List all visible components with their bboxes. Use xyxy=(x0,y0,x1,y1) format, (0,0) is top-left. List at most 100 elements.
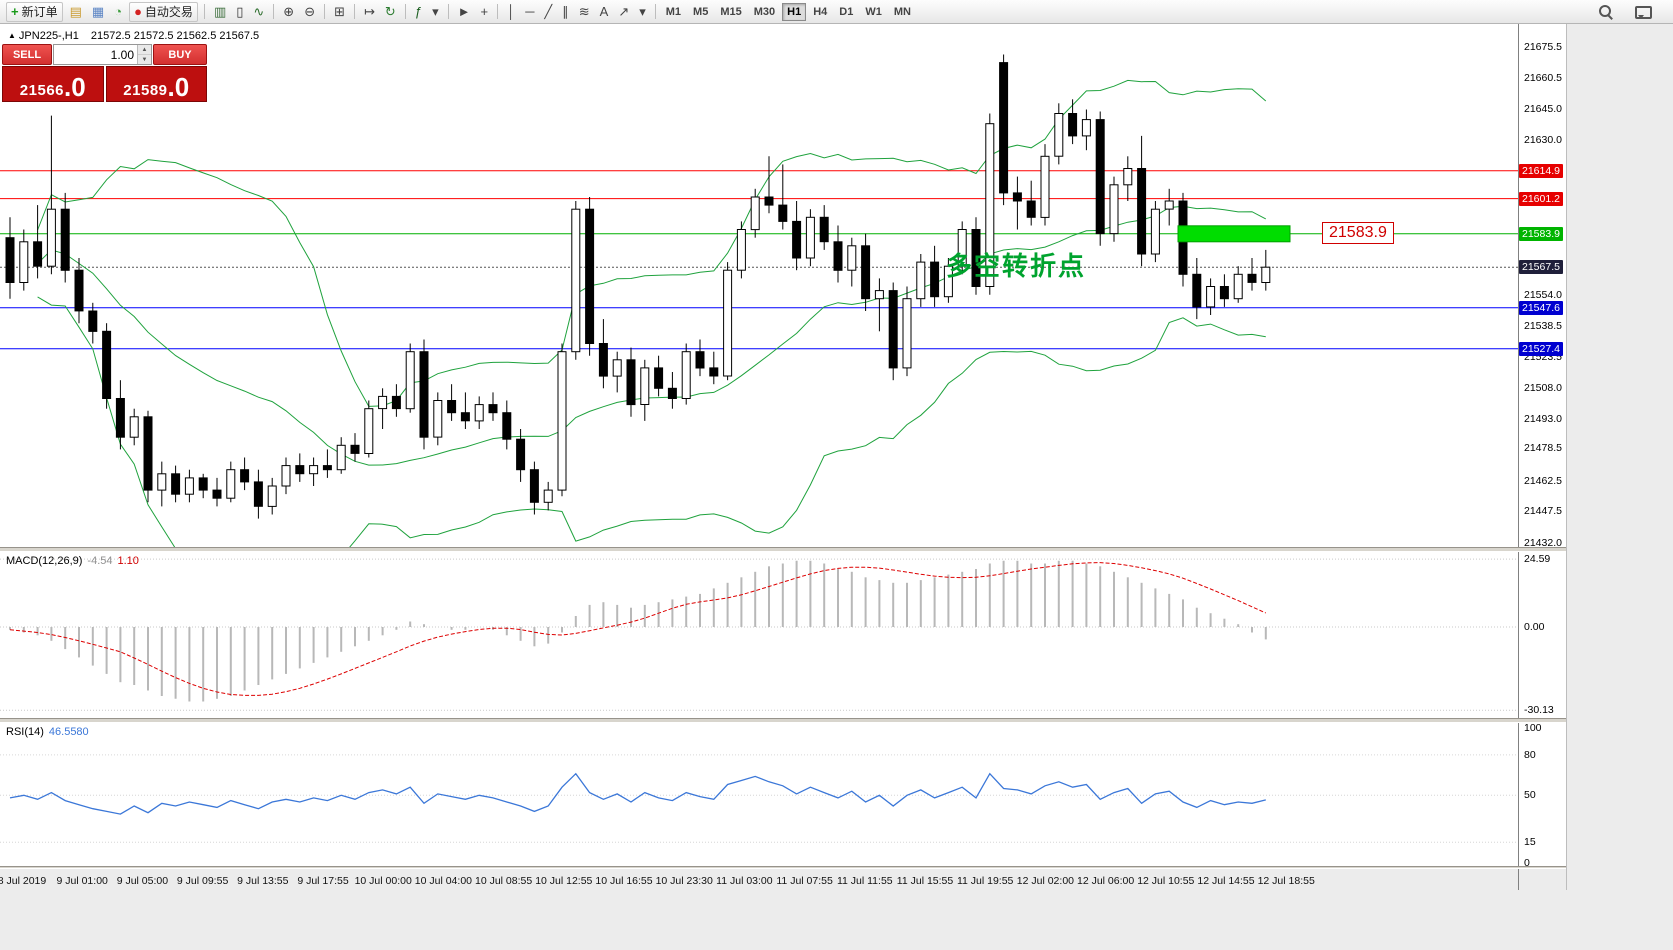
indicators-icon: ƒ xyxy=(414,4,423,19)
time-tick: 11 Jul 07:55 xyxy=(776,875,833,887)
text-label-button[interactable]: A xyxy=(595,2,614,22)
zoom-in-button[interactable]: ⊕ xyxy=(278,2,299,22)
time-tick: 12 Jul 02:00 xyxy=(1016,875,1074,887)
new-order-icon: + xyxy=(11,4,19,19)
time-axis-divider xyxy=(0,866,1566,869)
volume-decrease-button[interactable]: ▼ xyxy=(138,55,151,64)
price-tick: 21447.5 xyxy=(1524,505,1562,518)
macd-signal-line xyxy=(9,562,1267,696)
new-order-label: 新订单 xyxy=(21,5,58,19)
price-line-badge: 21614.9 xyxy=(1519,163,1563,178)
timeframe-m1-button[interactable]: M1 xyxy=(661,3,686,21)
price-line-badge: 21527.4 xyxy=(1519,341,1563,356)
macd-axis-tick: 24.59 xyxy=(1524,553,1551,566)
horizontal-line-icon: ─ xyxy=(525,4,535,19)
buy-price[interactable]: 21589.0 xyxy=(105,66,207,102)
timeframe-m15-button[interactable]: M15 xyxy=(715,3,746,21)
auto-scroll-button[interactable]: ↻ xyxy=(380,2,401,22)
chart-shift-button[interactable]: ↦ xyxy=(359,2,380,22)
profiles-button[interactable]: ▦ xyxy=(87,2,109,22)
candlestick-chart-button[interactable]: ▯ xyxy=(231,2,248,22)
indicators-button[interactable]: ƒ xyxy=(410,2,427,22)
volume-field[interactable]: 1.00 ▲ ▼ xyxy=(53,44,152,65)
price-axis[interactable]: 21675.5 21660.5 21645.0 21630.0 21554.0 21538… xyxy=(1518,24,1666,869)
timeframe-m30-button[interactable]: M30 xyxy=(749,3,780,21)
toolbar: + 新订单 ▤ ▦ ◔ ● 自动交易 ▥ ▯ ∿ ⊕ ⊖ ⊞ ↦ ↻ ƒ ▾ ► + │ ─ ╱ ∥ ≋ A ↗ ▾ M1… xyxy=(0,0,1673,24)
trendline-icon: ╱ xyxy=(544,4,553,19)
sell-price[interactable]: 21566.0 xyxy=(2,66,104,102)
indicator-dropdown-button[interactable]: ▾ xyxy=(427,2,444,22)
price-line-badge: 21567.5 xyxy=(1519,260,1563,275)
refresh-button[interactable]: ◔ xyxy=(109,2,127,22)
price-tick: 21508.0 xyxy=(1524,382,1562,395)
cursor-button[interactable]: ► xyxy=(453,2,476,22)
rsi-axis-tick: 80 xyxy=(1524,748,1536,761)
toolbar-separator xyxy=(654,4,656,19)
shapes-dropdown-button[interactable]: ▾ xyxy=(634,2,651,22)
macd-panel-splitter[interactable] xyxy=(0,547,1566,552)
toolbar-separator xyxy=(404,4,406,19)
timeframe-h1-button[interactable]: H1 xyxy=(782,2,807,21)
chart-title: ▲ JPN225-,H1 21572.5 21572.5 21562.5 2156… xyxy=(8,30,259,42)
new-order-button[interactable]: + 新订单 xyxy=(6,1,63,22)
chat-button[interactable] xyxy=(1630,2,1655,22)
autotrading-button[interactable]: ● 自动交易 xyxy=(129,1,198,22)
volume-increase-button[interactable]: ▲ xyxy=(138,45,151,55)
channel-icon: ∥ xyxy=(562,4,569,19)
time-axis[interactable]: 8 Jul 2019 9 Jul 01:00 9 Jul 05:00 9 Jul 09… xyxy=(0,866,1566,892)
tile-windows-icon: ⊞ xyxy=(334,4,346,19)
new-chart-button[interactable]: ▤ xyxy=(65,2,87,22)
bar-chart-icon: ▥ xyxy=(213,4,227,19)
rsi-indicator-label: RSI(14) 46.5580 xyxy=(6,726,89,738)
candles xyxy=(5,54,1271,519)
zoom-in-icon: ⊕ xyxy=(283,4,295,19)
arrow-tool-button[interactable]: ↗ xyxy=(613,2,634,22)
auto-scroll-icon: ↻ xyxy=(384,4,396,19)
rsi-axis-tick: 0 xyxy=(1524,856,1530,869)
toolbar-separator xyxy=(324,4,326,19)
rsi-panel-splitter[interactable] xyxy=(0,718,1566,723)
crosshair-button[interactable]: + xyxy=(475,2,493,22)
sell-button[interactable]: SELL xyxy=(2,44,52,65)
symbol-period-label: JPN225-,H1 xyxy=(18,30,79,42)
timeframe-mn-button[interactable]: MN xyxy=(889,3,916,21)
time-tick: 9 Jul 13:55 xyxy=(237,875,289,887)
candlestick-chart-icon: ▯ xyxy=(236,4,244,19)
autotrading-icon: ● xyxy=(134,4,142,19)
price-line-badge: 21583.9 xyxy=(1519,226,1563,241)
price-tick: 21645.0 xyxy=(1524,103,1562,116)
zoom-out-button[interactable]: ⊖ xyxy=(299,2,320,22)
search-button[interactable] xyxy=(1593,2,1618,22)
buy-button[interactable]: BUY xyxy=(153,44,207,65)
fibonacci-button[interactable]: ≋ xyxy=(574,2,595,22)
time-tick: 10 Jul 04:00 xyxy=(414,875,472,887)
crosshair-icon: + xyxy=(480,4,489,19)
horizontal-line-button[interactable]: ─ xyxy=(520,2,539,22)
toolbar-separator xyxy=(447,4,449,19)
timeframe-d1-button[interactable]: D1 xyxy=(834,3,858,21)
time-tick: 9 Jul 01:00 xyxy=(56,875,108,887)
macd-axis-tick: 0.00 xyxy=(1524,621,1545,633)
time-tick: 11 Jul 03:00 xyxy=(716,875,773,887)
price-tick: 21538.5 xyxy=(1524,320,1562,333)
trendline-button[interactable]: ╱ xyxy=(539,2,557,22)
line-chart-button[interactable]: ∿ xyxy=(248,2,269,22)
autotrading-label: 自动交易 xyxy=(144,5,193,19)
bar-chart-button[interactable]: ▥ xyxy=(209,2,231,22)
timeframe-h4-button[interactable]: H4 xyxy=(808,3,832,21)
timeframe-m5-button[interactable]: M5 xyxy=(688,3,713,21)
channel-button[interactable]: ∥ xyxy=(557,2,574,22)
toolbar-separator xyxy=(497,4,499,19)
toolbar-group-windows: ▤ ▦ ◔ xyxy=(65,2,127,22)
price-tick: 21462.5 xyxy=(1524,474,1562,487)
one-click-trading-panel: SELL 1.00 ▲ ▼ BUY 21566.0 21589.0 xyxy=(2,44,207,102)
price-tick: 21432.0 xyxy=(1524,536,1562,549)
chart-plot-area[interactable] xyxy=(0,24,1518,866)
macd-axis-tick: -30.13 xyxy=(1524,704,1554,717)
timeframe-w1-button[interactable]: W1 xyxy=(860,3,887,21)
vertical-line-button[interactable]: │ xyxy=(502,2,520,22)
volume-value[interactable]: 1.00 xyxy=(110,48,134,62)
tile-windows-button[interactable]: ⊞ xyxy=(329,2,350,22)
macd-histogram xyxy=(0,558,1518,711)
